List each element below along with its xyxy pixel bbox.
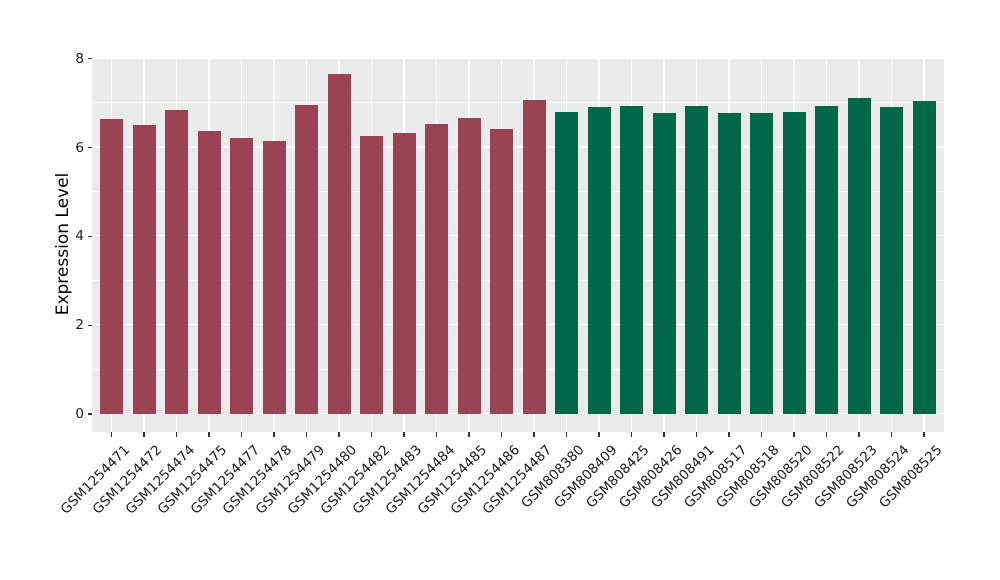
y-tick-label: 0 (75, 406, 84, 422)
x-tick (890, 432, 893, 437)
x-tick (208, 432, 210, 437)
y-gridline-minor (92, 368, 944, 370)
x-tick (338, 432, 340, 437)
x-tick (858, 432, 860, 437)
x-tick (468, 432, 470, 437)
bar-GSM808520 (782, 112, 806, 414)
x-tick (305, 432, 308, 437)
y-tick (87, 58, 92, 60)
bar-GSM808518 (750, 113, 773, 414)
x-tick (565, 432, 568, 437)
bar-GSM1254479 (295, 105, 318, 414)
bar-GSM1254475 (197, 131, 221, 414)
y-gridline-major (92, 234, 944, 237)
y-tick (87, 235, 92, 237)
y-tick (87, 324, 92, 326)
x-tick (695, 432, 698, 437)
bar-GSM1254471 (100, 118, 123, 414)
bar-GSM808491 (685, 105, 708, 414)
y-tick (87, 147, 92, 149)
bar-GSM1254472 (132, 124, 156, 414)
x-tick (273, 432, 275, 437)
bar-GSM1254482 (360, 136, 383, 414)
bar-GSM808426 (652, 112, 676, 414)
y-gridline-major (92, 323, 944, 326)
y-tick-label: 4 (75, 228, 84, 245)
x-tick (500, 432, 503, 437)
y-gridline-minor (92, 279, 944, 281)
x-tick (240, 432, 243, 437)
y-gridline-major (92, 57, 944, 59)
bar-GSM808522 (815, 105, 838, 414)
y-tick-label: 6 (75, 139, 84, 156)
x-tick (110, 432, 113, 437)
x-tick (728, 432, 730, 437)
x-tick (175, 432, 178, 437)
x-tick (760, 432, 763, 437)
x-tick (663, 432, 665, 437)
bar-GSM1254485 (457, 118, 481, 414)
bar-GSM808517 (717, 112, 741, 414)
plot-panel (92, 57, 944, 432)
x-tick (598, 432, 600, 437)
bar-GSM1254478 (262, 140, 286, 414)
bar-GSM1254474 (165, 110, 188, 414)
bar-GSM808425 (620, 105, 643, 414)
bar-GSM808380 (555, 112, 578, 414)
y-tick-label: 2 (75, 317, 84, 334)
bar-GSM1254483 (392, 132, 416, 414)
y-tick (87, 413, 92, 415)
x-tick (143, 432, 145, 437)
bar-GSM1254484 (425, 124, 448, 414)
bar-GSM808409 (587, 106, 611, 414)
y-tick-label: 8 (75, 50, 84, 67)
bar-GSM808523 (847, 97, 871, 414)
x-tick (825, 432, 828, 437)
x-tick (923, 432, 925, 437)
bar-GSM1254477 (230, 137, 253, 414)
x-tick (630, 432, 633, 437)
bar-GSM1254487 (522, 99, 546, 414)
x-tick (533, 432, 535, 437)
y-gridline-minor (92, 102, 944, 104)
bar-GSM1254480 (327, 74, 351, 414)
x-tick (403, 432, 405, 437)
y-gridline-major (92, 146, 944, 148)
bar-GSM808525 (912, 100, 936, 414)
bar-GSM808524 (880, 106, 903, 414)
x-tick (793, 432, 795, 437)
y-gridline-minor (92, 191, 944, 192)
x-tick (370, 432, 373, 437)
x-tick (435, 432, 438, 437)
bar-GSM1254486 (490, 128, 513, 414)
y-gridline-major (92, 412, 944, 414)
